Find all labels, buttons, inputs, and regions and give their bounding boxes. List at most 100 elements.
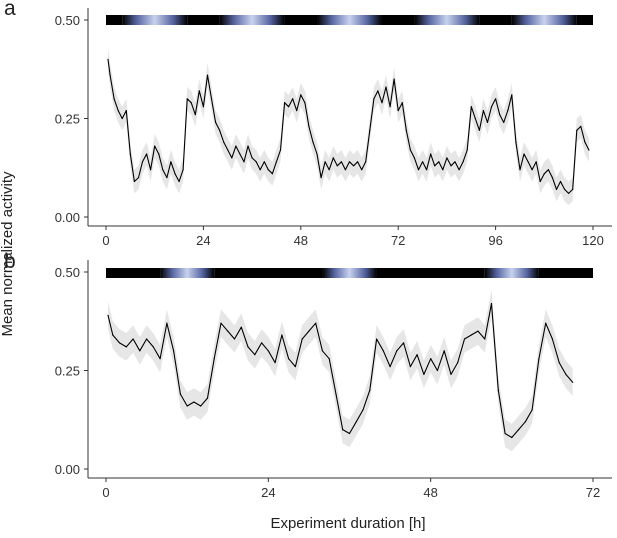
data-point xyxy=(129,153,131,155)
data-point xyxy=(141,161,144,163)
data-point xyxy=(507,110,509,112)
data-point xyxy=(348,432,351,435)
data-point xyxy=(288,358,290,360)
data-point xyxy=(328,169,330,171)
data-point xyxy=(274,362,276,364)
data-point xyxy=(568,192,570,194)
data-point xyxy=(219,129,221,131)
data-point xyxy=(312,141,314,143)
data-point xyxy=(166,322,168,324)
data-point xyxy=(109,74,111,76)
data-point xyxy=(308,125,310,127)
data-point xyxy=(572,381,574,383)
data-point xyxy=(179,393,181,395)
data-point xyxy=(154,145,156,147)
data-point xyxy=(511,94,513,96)
series-line xyxy=(107,302,574,439)
x-tick-label: 48 xyxy=(294,233,308,248)
bar-segment-light xyxy=(317,15,382,25)
data-point xyxy=(215,121,217,123)
data-point xyxy=(355,421,357,423)
x-tick-label: 96 xyxy=(488,233,502,248)
x-ticks-b: 0 24 48 72 xyxy=(102,478,600,500)
data-point xyxy=(267,169,269,171)
x-tick-label: 72 xyxy=(391,233,405,248)
data-point xyxy=(365,161,367,163)
data-point xyxy=(576,129,578,131)
data-point xyxy=(158,153,160,155)
y-tick-label: 0.00 xyxy=(55,462,80,477)
x-tick-label: 120 xyxy=(582,233,604,248)
data-point xyxy=(436,369,438,372)
data-point xyxy=(524,421,527,423)
light-dark-bar-b xyxy=(106,268,593,278)
data-point xyxy=(300,94,302,96)
data-point xyxy=(547,169,550,171)
bar-segment-dark xyxy=(106,268,161,278)
data-point xyxy=(430,153,432,155)
data-point xyxy=(543,173,545,175)
data-point xyxy=(523,153,525,155)
data-point xyxy=(233,338,236,340)
data-point xyxy=(125,346,127,348)
data-point xyxy=(271,173,273,175)
data-point xyxy=(519,169,521,171)
data-point xyxy=(139,350,141,352)
y-tick-label: 0.00 xyxy=(55,210,80,225)
data-point xyxy=(125,110,127,112)
data-point xyxy=(162,169,164,171)
data-point xyxy=(152,346,154,348)
data-point xyxy=(186,98,188,100)
data-point xyxy=(284,102,286,104)
data-point xyxy=(454,161,456,163)
data-point xyxy=(353,165,355,167)
data-point xyxy=(357,161,359,163)
data-point xyxy=(478,129,480,131)
bar-segment-dark xyxy=(538,268,593,278)
data-point xyxy=(458,169,460,171)
data-point xyxy=(462,161,464,163)
data-point xyxy=(470,106,472,108)
data-point xyxy=(482,110,484,112)
data-point xyxy=(321,350,323,352)
data-point xyxy=(443,350,445,352)
data-point xyxy=(588,149,590,151)
data-point xyxy=(121,117,123,120)
data-point xyxy=(304,102,306,104)
confidence-ribbon-a xyxy=(108,47,589,206)
x-tick-label: 24 xyxy=(196,233,210,248)
data-point xyxy=(159,358,161,360)
data-point xyxy=(405,129,407,131)
data-point xyxy=(531,409,533,411)
data-point xyxy=(340,161,342,163)
data-point xyxy=(231,157,233,159)
x-tick-label: 24 xyxy=(261,485,275,500)
confidence-ribbon-b xyxy=(108,289,573,452)
data-point xyxy=(328,358,330,360)
data-point xyxy=(389,106,391,108)
data-point xyxy=(320,177,322,179)
data-point xyxy=(382,350,384,352)
data-point xyxy=(426,169,428,171)
data-point xyxy=(497,389,499,391)
data-point xyxy=(182,169,184,171)
y-tick-label: 0.25 xyxy=(55,364,80,379)
data-point xyxy=(490,302,493,305)
data-point xyxy=(457,362,459,364)
data-point xyxy=(288,106,290,108)
data-point xyxy=(342,429,344,431)
data-point xyxy=(434,165,436,167)
light-dark-bar-a xyxy=(106,15,593,25)
data-point xyxy=(178,180,180,183)
bar-segment-light xyxy=(511,15,577,25)
data-point xyxy=(279,149,282,151)
bar-segment-light xyxy=(160,268,215,278)
data-point xyxy=(442,169,444,171)
bar-segment-dark xyxy=(376,268,485,278)
data-point xyxy=(223,141,225,143)
data-point xyxy=(396,350,398,352)
data-point xyxy=(348,161,351,163)
data-point xyxy=(324,161,326,163)
data-point xyxy=(275,161,277,163)
data-point xyxy=(336,165,338,167)
